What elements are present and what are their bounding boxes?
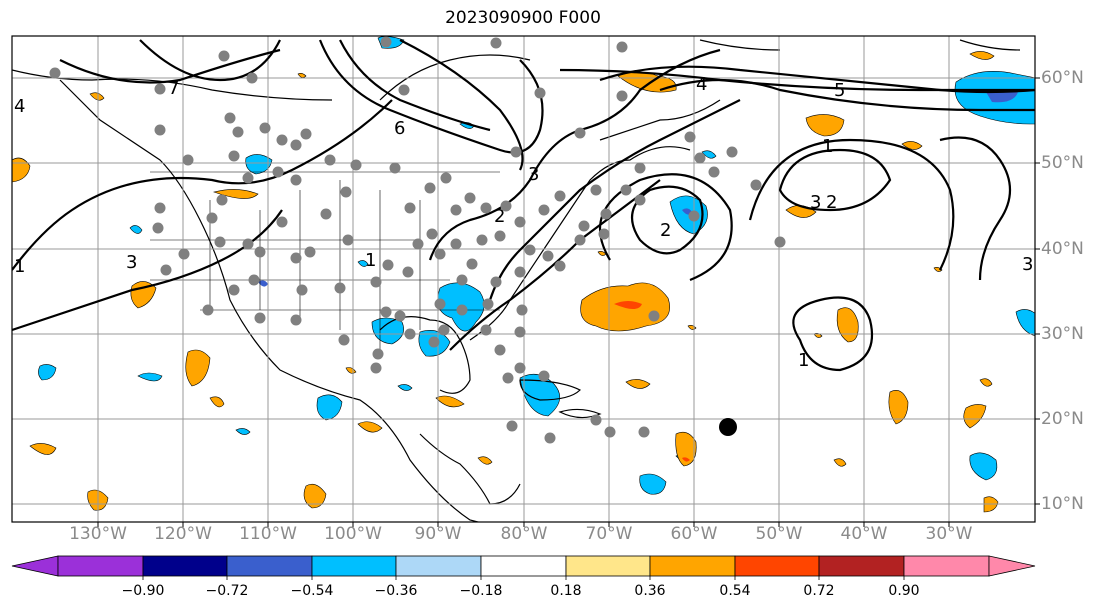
colorbar-segment <box>311 555 397 577</box>
contour-label: 1 <box>365 250 376 271</box>
lat-label: 30°N <box>1041 324 1084 344</box>
contour-label: 2 <box>660 220 671 241</box>
map-title: 2023090900 F000 <box>445 8 601 28</box>
lon-label: 80°W <box>500 524 548 544</box>
lon-label: 90°W <box>414 524 462 544</box>
contour-label: 1 <box>14 256 25 277</box>
lon-label: 60°W <box>670 524 718 544</box>
colorbar-segment <box>565 555 651 577</box>
colorbar-segment <box>649 555 736 577</box>
colorbar-high-extend <box>988 555 1036 577</box>
contour-label: 5 <box>834 80 845 101</box>
colorbar-tick-label: 0.72 <box>803 583 835 599</box>
colorbar-low-extend <box>11 555 59 577</box>
colorbar-segment <box>818 555 905 577</box>
lon-label: 110°W <box>239 524 297 544</box>
colorbar-tick-label: −0.90 <box>121 583 165 599</box>
lon-label: 120°W <box>154 524 212 544</box>
colorbar-segment <box>480 555 567 577</box>
strong-positive-anomaly <box>614 301 690 462</box>
lon-label: 100°W <box>324 524 382 544</box>
colorbar-segment <box>395 555 482 577</box>
colorbar-tick-label: 0.18 <box>550 583 582 599</box>
contour-label: 3 <box>528 164 539 185</box>
colorbar-segment <box>142 555 228 577</box>
contour-labels: 1 1 1 1 2 2 2 3 3 3 3 4 4 5 6 7 <box>14 74 1033 371</box>
colorbar-segment <box>226 555 313 577</box>
axis-ticks <box>97 77 1040 527</box>
storm-center-marker <box>719 418 737 436</box>
colorbar-tick-label: −0.72 <box>205 583 249 599</box>
contour-label: 3 <box>810 192 821 213</box>
lon-label: 40°W <box>840 524 888 544</box>
contour-label: 4 <box>696 74 707 95</box>
lat-label: 10°N <box>1041 494 1084 514</box>
lon-label: 70°W <box>585 524 633 544</box>
lat-label: 60°N <box>1041 68 1084 88</box>
colorbar-tick-label: 0.54 <box>719 583 751 599</box>
colorbar-tick-label: −0.18 <box>459 583 503 599</box>
lon-label: 30°W <box>925 524 973 544</box>
contour-label: 4 <box>14 96 25 117</box>
contour-label: 2 <box>494 206 505 227</box>
colorbar-segment <box>57 555 144 577</box>
contour-label: 6 <box>394 118 405 139</box>
colorbar-tick-label: 0.90 <box>888 583 920 599</box>
lat-lon-grid <box>12 36 1035 522</box>
colorbar <box>11 555 1036 580</box>
contour-label: 1 <box>798 350 809 371</box>
colorbar-segment <box>903 555 990 577</box>
lat-label: 20°N <box>1041 409 1084 429</box>
lat-label: 50°N <box>1041 153 1084 173</box>
contour-label: 1 <box>822 136 833 157</box>
colorbar-tick-label: 0.36 <box>634 583 666 599</box>
lon-label: 130°W <box>69 524 127 544</box>
contour-label: 7 <box>168 78 179 99</box>
contour-label: 2 <box>826 192 837 213</box>
lat-label: 40°N <box>1041 239 1084 259</box>
colorbar-tick-label: −0.54 <box>290 583 334 599</box>
lon-label: 50°W <box>755 524 803 544</box>
colorbar-segment <box>734 555 820 577</box>
contour-lines <box>12 39 1035 372</box>
contour-label: 3 <box>126 252 137 273</box>
colorbar-tick-label: −0.36 <box>374 583 418 599</box>
contour-label: 3 <box>1022 254 1033 275</box>
observation-points <box>49 36 786 444</box>
